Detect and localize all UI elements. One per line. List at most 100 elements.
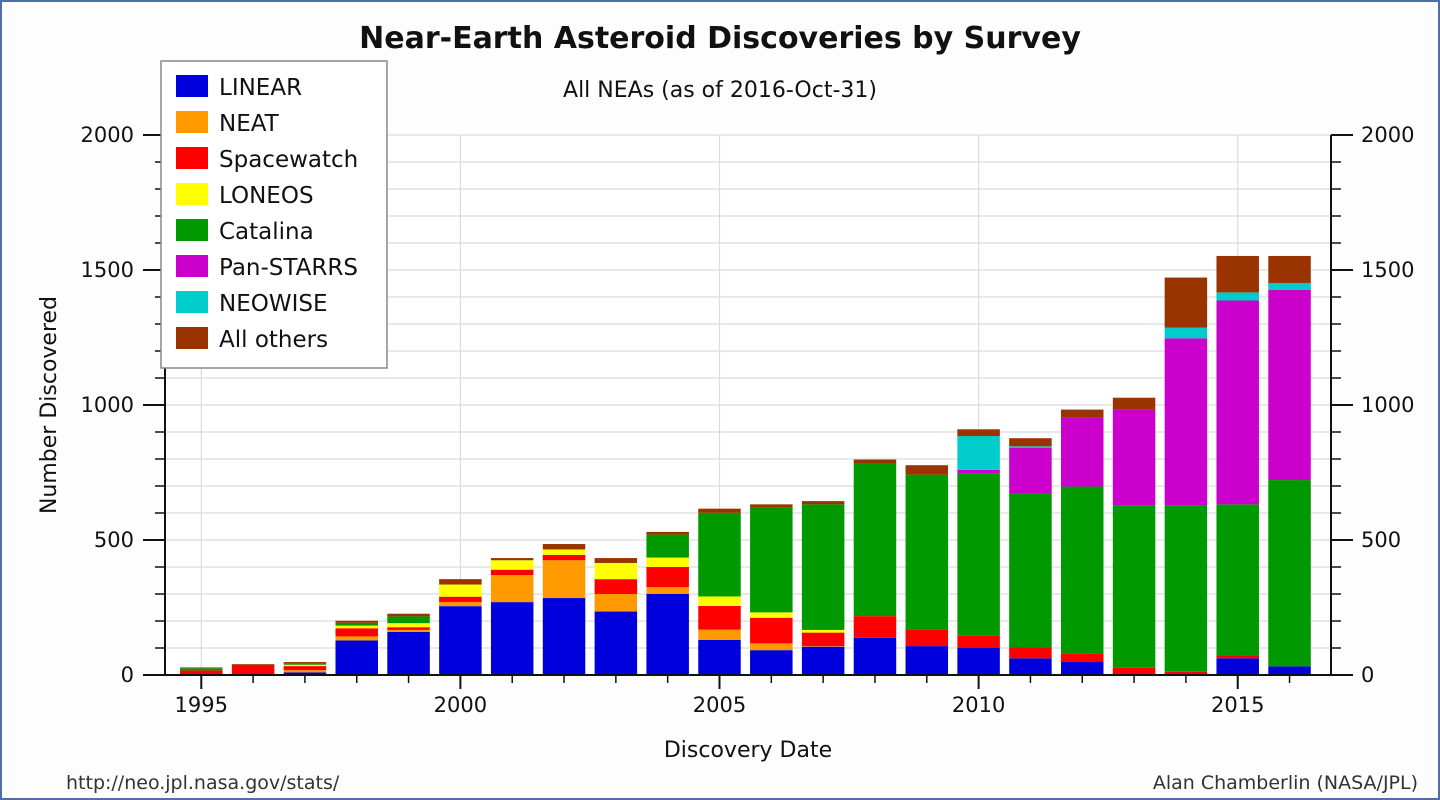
legend-swatch-linear — [176, 75, 208, 97]
bar-2016-linear — [1268, 666, 1311, 675]
bar-2002-all-others — [542, 544, 586, 550]
bar-2015-catalina — [1216, 504, 1259, 656]
bar-2006-catalina — [750, 507, 793, 613]
chart-title: Near-Earth Asteroid Discoveries by Surve… — [359, 21, 1081, 56]
bar-1997-linear — [283, 672, 327, 675]
bar-2005-spacewatch — [698, 605, 741, 630]
bar-2013-pan-starrs — [1112, 409, 1156, 506]
bar-2011-spacewatch — [1009, 647, 1052, 659]
x-axis-label: Discovery Date — [664, 738, 832, 763]
bar-2015-neowise — [1216, 292, 1259, 301]
bar-2008-linear — [853, 637, 897, 675]
bar-1997-spacewatch — [283, 666, 327, 671]
bar-2006-neat — [750, 643, 793, 651]
bar-2008-catalina — [853, 463, 897, 617]
bar-2004-all-others — [646, 531, 689, 535]
bar-2004-spacewatch — [646, 567, 689, 588]
bar-2005-catalina — [698, 512, 741, 597]
x-tick-label: 2010 — [952, 693, 1005, 717]
bar-2003-spacewatch — [594, 579, 638, 594]
y-tick-label-right: 1500 — [1361, 258, 1414, 282]
bar-2003-neat — [594, 594, 638, 612]
bar-1999-neat — [387, 629, 430, 632]
legend-label-spacewatch: Spacewatch — [219, 147, 358, 173]
bar-2009-all-others — [905, 465, 949, 475]
bar-2006-spacewatch — [750, 617, 793, 644]
y-tick-label-left: 2000 — [81, 123, 134, 147]
bar-2016-neowise — [1268, 282, 1311, 290]
bar-2012-catalina — [1061, 486, 1104, 654]
bar-1997-all-others — [283, 662, 327, 664]
bar-2012-all-others — [1061, 409, 1104, 418]
bar-1996-all-others — [231, 664, 275, 666]
bar-1995-spacewatch — [180, 670, 223, 675]
bar-2010-catalina — [957, 473, 1000, 636]
legend-label-neowise: NEOWISE — [219, 291, 328, 317]
bar-2004-linear — [646, 594, 689, 675]
y-tick-label-right: 2000 — [1361, 123, 1414, 147]
bar-2012-spacewatch — [1061, 653, 1104, 663]
bar-2002-linear — [542, 598, 586, 675]
bar-2016-catalina — [1268, 480, 1311, 667]
bar-1998-all-others — [335, 620, 378, 623]
bar-2014-spacewatch — [1164, 671, 1208, 675]
x-tick-label: 2000 — [434, 693, 487, 717]
bar-2011-catalina — [1009, 493, 1052, 648]
bar-2015-all-others — [1216, 255, 1259, 293]
bar-2005-loneos — [698, 596, 741, 606]
y-tick-label-right: 1000 — [1361, 393, 1414, 417]
bar-1998-linear — [335, 640, 378, 675]
bar-1998-spacewatch — [335, 628, 378, 637]
bar-1995-catalina — [180, 668, 223, 671]
bar-2005-all-others — [698, 508, 741, 513]
bar-2013-spacewatch — [1112, 667, 1156, 675]
bar-1998-catalina — [335, 622, 378, 626]
legend-label-catalina: Catalina — [219, 219, 314, 245]
bar-1996-spacewatch — [231, 665, 275, 675]
bar-2004-loneos — [646, 557, 689, 567]
bar-2013-all-others — [1112, 397, 1156, 410]
bar-1999-linear — [387, 631, 430, 675]
bar-2009-linear — [905, 646, 949, 675]
bar-2007-spacewatch — [801, 632, 845, 647]
legend-swatch-neowise — [176, 291, 208, 313]
bar-2001-all-others — [490, 558, 534, 561]
bar-2010-neowise — [957, 436, 1000, 470]
bar-2005-neat — [698, 629, 741, 640]
bar-2016-all-others — [1268, 255, 1311, 283]
bar-2013-catalina — [1112, 505, 1156, 668]
bar-2010-pan-starrs — [957, 469, 1000, 474]
bar-2007-loneos — [801, 629, 845, 633]
chart-subtitle: All NEAs (as of 2016-Oct-31) — [563, 78, 877, 103]
bar-2002-loneos — [542, 549, 586, 555]
bar-2006-loneos — [750, 612, 793, 618]
bar-2012-linear — [1061, 662, 1104, 675]
bar-2004-catalina — [646, 534, 689, 558]
bar-2006-linear — [750, 650, 793, 675]
x-tick-label: 1995 — [175, 693, 228, 717]
legend-swatch-neat — [176, 111, 208, 133]
bar-2014-pan-starrs — [1164, 338, 1208, 506]
bar-2010-linear — [957, 648, 1000, 675]
bar-2002-spacewatch — [542, 554, 586, 561]
bar-2015-pan-starrs — [1216, 300, 1259, 505]
legend: LINEAR NEAT Spacewatch LONEOS Catalina Pan-ST… — [160, 60, 388, 369]
bar-2008-spacewatch — [853, 616, 897, 638]
bar-2007-linear — [801, 646, 845, 675]
bar-2001-loneos — [490, 560, 534, 570]
legend-label-pan-starrs: Pan-STARRS — [219, 255, 358, 281]
bar-2003-linear — [594, 611, 638, 675]
x-tick-label: 2015 — [1211, 693, 1264, 717]
y-tick-label-left: 0 — [121, 663, 134, 687]
bar-2006-all-others — [750, 504, 793, 508]
y-tick-label-right: 0 — [1361, 663, 1374, 687]
bar-2012-pan-starrs — [1061, 417, 1104, 487]
bar-2002-neat — [542, 560, 586, 599]
legend-swatch-spacewatch — [176, 147, 208, 169]
bar-2004-neat — [646, 587, 689, 594]
bar-2001-neat — [490, 575, 534, 603]
bar-2000-linear — [439, 606, 482, 675]
bar-2003-loneos — [594, 562, 638, 580]
legend-swatch-loneos — [176, 183, 208, 205]
